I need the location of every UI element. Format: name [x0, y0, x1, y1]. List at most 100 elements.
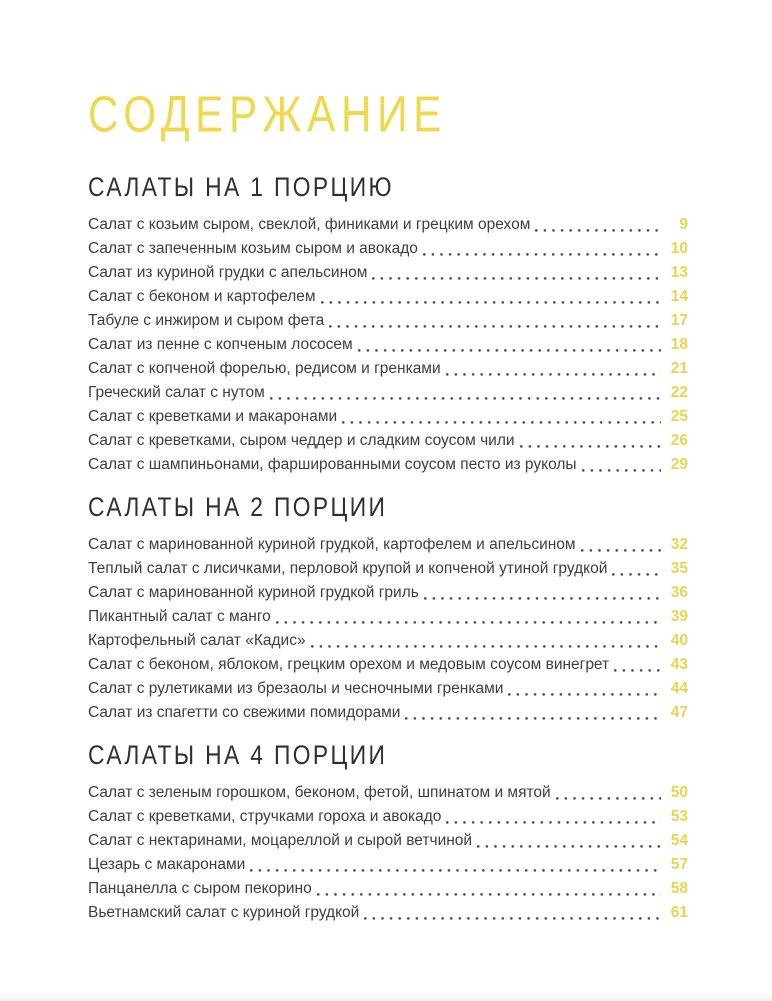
toc-entry: Салат с креветками и макаронами 25: [88, 405, 688, 429]
toc-entry: Салат с рулетиками из брезаолы и чесночн…: [88, 677, 688, 701]
toc-entry: Салат с козьим сыром, свеклой, финиками …: [88, 213, 688, 237]
entry-title: Цезарь с макаронами: [88, 856, 246, 873]
toc-entry: Салат с шампиньонами, фаршированными соу…: [88, 453, 688, 477]
toc-section: САЛАТЫ НА 1 ПОРЦИЮ Салат с козьим сыром,…: [88, 172, 688, 477]
entry-page-number: 10: [670, 240, 688, 257]
entry-title: Панцанелла с сыром пекорино: [88, 880, 312, 897]
entry-page-number: 32: [670, 536, 688, 553]
dot-leader: [508, 693, 661, 696]
entry-page-number: 40: [670, 632, 688, 649]
entry-page-number: 13: [670, 264, 688, 281]
entry-title: Салат с креветками, сыром чеддер и сладк…: [88, 432, 515, 449]
toc-entry: Картофельный салат «Кадис» 40: [88, 629, 688, 653]
entry-title: Табуле с инжиром и сыром фета: [88, 312, 325, 329]
entry-page-number: 36: [670, 584, 688, 601]
toc-entry: Салат с нектаринами, моцареллой и сырой …: [88, 829, 688, 853]
entry-title: Салат с запеченным козьим сыром и авокад…: [88, 240, 418, 257]
toc-entry: Салат с маринованной куриной грудкой, ка…: [88, 533, 688, 557]
toc-entry: Салат с копченой форелью, редисом и грен…: [88, 357, 688, 381]
entry-title: Салат с маринованной куриной грудкой гри…: [88, 584, 419, 601]
dot-leader: [422, 253, 661, 256]
dot-leader: [612, 573, 661, 576]
dot-leader: [320, 301, 661, 304]
dot-leader: [329, 325, 661, 328]
section-entries: Салат с козьим сыром, свеклой, финиками …: [88, 213, 688, 477]
dot-leader: [269, 397, 661, 400]
dot-leader: [316, 893, 661, 896]
section-entries: Салат с зеленым горошком, беконом, фетой…: [88, 781, 688, 925]
dot-leader: [310, 645, 661, 648]
page-title: СОДЕРЖАНИЕ: [88, 84, 448, 143]
entry-title: Салат с беконом, яблоком, грецким орехом…: [88, 656, 610, 673]
entry-title: Салат из спагетти со свежими помидорами: [88, 704, 401, 721]
entry-title: Салат с беконом и картофелем: [88, 288, 316, 305]
toc-entry: Салат из пенне с копченым лососем 18: [88, 333, 688, 357]
entry-title: Пикантный салат с манго: [88, 608, 271, 625]
entry-page-number: 25: [670, 408, 688, 425]
entry-title: Вьетнамский салат с куриной грудкой: [88, 904, 360, 921]
toc-entry: Салат с беконом, яблоком, грецким орехом…: [88, 653, 688, 677]
entry-page-number: 54: [670, 832, 688, 849]
entry-page-number: 39: [670, 608, 688, 625]
dot-leader: [372, 277, 661, 280]
entry-title: Салат с рулетиками из брезаолы и чесночн…: [88, 680, 504, 697]
entry-page-number: 43: [670, 656, 688, 673]
dot-leader: [446, 821, 661, 824]
entry-title: Салат с зеленым горошком, беконом, фетой…: [88, 784, 551, 801]
toc-entry: Теплый салат с лисичками, перловой крупо…: [88, 557, 688, 581]
toc-sections: САЛАТЫ НА 1 ПОРЦИЮ Салат с козьим сыром,…: [88, 172, 688, 925]
dot-leader: [423, 597, 661, 600]
entry-page-number: 58: [670, 880, 688, 897]
dot-leader: [250, 869, 661, 872]
entry-page-number: 17: [670, 312, 688, 329]
entry-page-number: 35: [670, 560, 688, 577]
entry-title: Салат из пенне с копченым лососем: [88, 336, 353, 353]
entry-page-number: 53: [670, 808, 688, 825]
entry-title: Салат из куриной грудки с апельсином: [88, 264, 368, 281]
entry-page-number: 57: [670, 856, 688, 873]
toc-section: САЛАТЫ НА 4 ПОРЦИИ Салат с зеленым горош…: [88, 725, 688, 925]
dot-leader: [445, 373, 661, 376]
entry-title: Греческий салат с нутом: [88, 384, 265, 401]
dot-leader: [357, 349, 661, 352]
entry-page-number: 61: [670, 904, 688, 921]
entry-page-number: 50: [670, 784, 688, 801]
entry-title: Салат с маринованной куриной грудкой, ка…: [88, 536, 576, 553]
entry-page-number: 18: [670, 336, 688, 353]
toc-entry: Салат с зеленым горошком, беконом, фетой…: [88, 781, 688, 805]
dot-leader: [555, 797, 661, 800]
toc-entry: Салат с креветками, стручками гороха и а…: [88, 805, 688, 829]
entry-title: Салат с копченой форелью, редисом и грен…: [88, 360, 441, 377]
entry-title: Салат с нектаринами, моцареллой и сырой …: [88, 832, 473, 849]
dot-leader: [364, 917, 661, 920]
dot-leader: [519, 445, 661, 448]
toc-entry: Табуле с инжиром и сыром фета 17: [88, 309, 688, 333]
toc-entry: Панцанелла с сыром пекорино 58: [88, 877, 688, 901]
entry-title: Теплый салат с лисичками, перловой крупо…: [88, 560, 608, 577]
toc-entry: Салат с беконом и картофелем 14: [88, 285, 688, 309]
section-heading: САЛАТЫ НА 1 ПОРЦИЮ: [88, 172, 394, 203]
entry-title: Салат с креветками и макаронами: [88, 408, 338, 425]
toc-entry: Пикантный салат с манго 39: [88, 605, 688, 629]
dot-leader: [614, 669, 661, 672]
section-heading: САЛАТЫ НА 4 ПОРЦИИ: [88, 740, 388, 771]
dot-leader: [535, 229, 661, 232]
toc-section: САЛАТЫ НА 2 ПОРЦИИ Салат с маринованной …: [88, 477, 688, 725]
section-heading: САЛАТЫ НА 2 ПОРЦИИ: [88, 492, 388, 523]
entry-page-number: 29: [670, 456, 688, 473]
toc-entry: Вьетнамский салат с куриной грудкой 61: [88, 901, 688, 925]
toc-entry: Греческий салат с нутом 22: [88, 381, 688, 405]
toc-entry: Цезарь с макаронами 57: [88, 853, 688, 877]
entry-page-number: 26: [670, 432, 688, 449]
entry-title: Картофельный салат «Кадис»: [88, 632, 306, 649]
dot-leader: [405, 717, 661, 720]
toc-entry: Салат с маринованной куриной грудкой гри…: [88, 581, 688, 605]
entry-page-number: 47: [670, 704, 688, 721]
toc-entry: Салат с креветками, сыром чеддер и сладк…: [88, 429, 688, 453]
entry-title: Салат с шампиньонами, фаршированными соу…: [88, 456, 577, 473]
toc-entry: Салат с запеченным козьим сыром и авокад…: [88, 237, 688, 261]
entry-title: Салат с козьим сыром, свеклой, финиками …: [88, 216, 531, 233]
dot-leader: [275, 621, 661, 624]
entry-page-number: 22: [670, 384, 688, 401]
